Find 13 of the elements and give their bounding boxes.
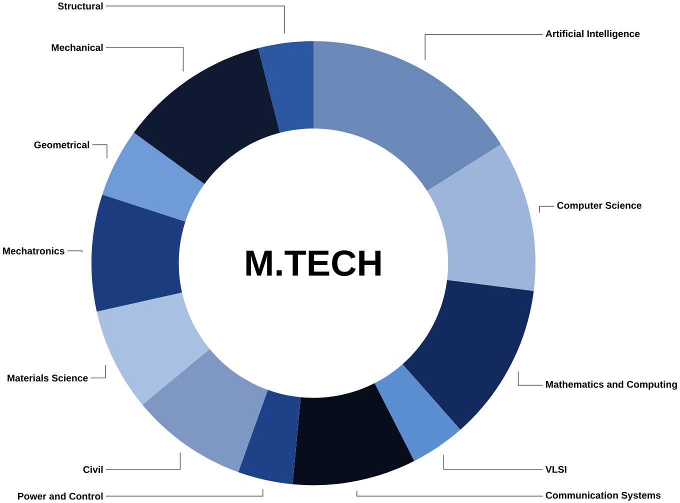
slice-label: Mathematics and Computing [546, 380, 677, 390]
slice-label: Mechatronics [3, 247, 64, 254]
text: M.TECH [246, 250, 381, 276]
slice-label: Power and Control [18, 492, 103, 500]
slice-label: Computer Science [557, 202, 642, 211]
slice-label: VLSI [545, 466, 566, 473]
slice-label: Mechanical [52, 44, 103, 51]
slice-label: Materials Science [8, 374, 88, 382]
slice-label: Geometrical [34, 141, 90, 148]
slice-label: Civil [83, 466, 103, 473]
slice-label: Artificial Intelligence [546, 30, 640, 40]
slice-label: Communication Systems [546, 492, 661, 501]
slice-label: Structural [58, 2, 103, 10]
